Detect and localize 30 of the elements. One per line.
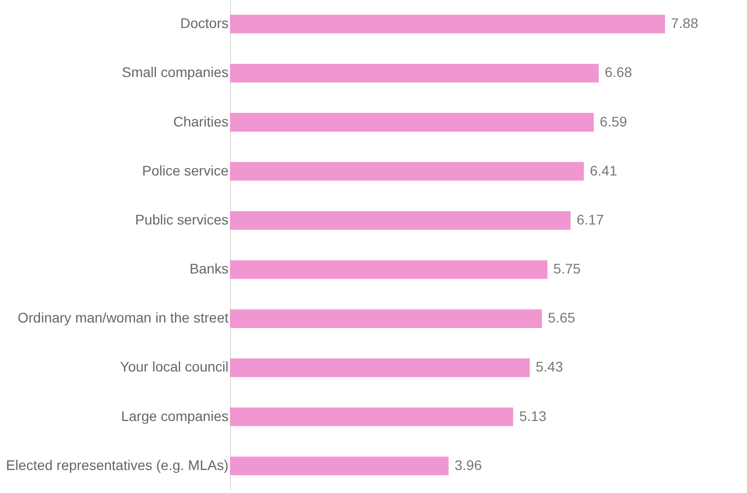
bar <box>230 408 514 426</box>
data-label: 6.17 <box>576 211 604 228</box>
y-tick-label: Ordinary man/woman in the street <box>18 310 229 326</box>
y-tick-label: Police service <box>142 162 229 178</box>
data-label: 5.43 <box>536 358 564 375</box>
bar <box>230 64 599 82</box>
y-tick-label: Banks <box>190 260 228 277</box>
y-tick-label: Large companies <box>121 408 228 424</box>
data-label: 5.75 <box>553 260 581 277</box>
y-tick-label: Public services <box>135 211 228 228</box>
bar <box>230 260 548 279</box>
data-label: 3.96 <box>454 456 482 473</box>
bar <box>230 358 530 378</box>
bar <box>230 14 665 34</box>
bar <box>230 456 449 476</box>
data-label: 6.41 <box>590 162 618 178</box>
bar <box>230 112 594 132</box>
y-tick-label: Doctors <box>180 15 228 32</box>
y-tick-label: Your local council <box>120 358 228 375</box>
data-label: 6.59 <box>600 113 628 130</box>
bar <box>230 162 584 181</box>
y-tick-label: Elected representatives (e.g. MLAs) <box>6 456 228 473</box>
data-label: 7.88 <box>671 15 698 32</box>
data-label: 5.13 <box>519 408 547 424</box>
data-label: 5.65 <box>548 310 576 326</box>
data-label: 6.68 <box>604 64 632 80</box>
y-tick-label: Small companies <box>122 64 228 80</box>
y-tick-label: Charities <box>173 113 228 130</box>
bar <box>230 211 571 230</box>
bar <box>230 309 542 328</box>
